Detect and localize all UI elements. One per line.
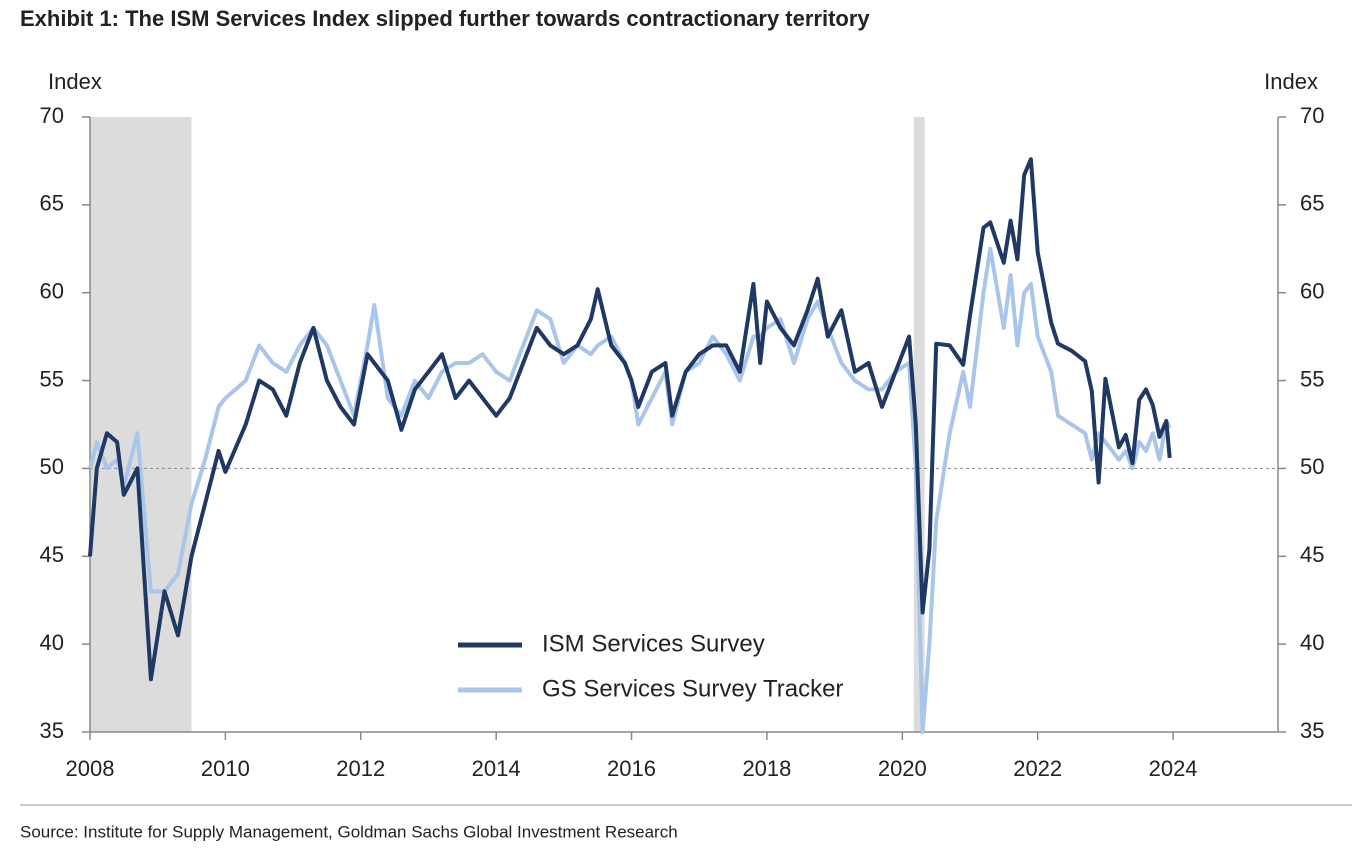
recession-shading bbox=[913, 117, 925, 732]
recession-shading bbox=[90, 117, 192, 732]
y2-axis-label: Index bbox=[1264, 69, 1318, 94]
y-tick-label: 60 bbox=[40, 279, 64, 304]
x-tick-label: 2020 bbox=[878, 756, 927, 781]
y2-tick-label: 70 bbox=[1300, 103, 1324, 128]
x-tick-label: 2016 bbox=[607, 756, 656, 781]
y-tick-label: 45 bbox=[40, 542, 64, 567]
y-tick-label: 70 bbox=[40, 103, 64, 128]
y-tick-label: 50 bbox=[40, 454, 64, 479]
y-tick-label: 55 bbox=[40, 366, 64, 391]
series-line bbox=[88, 246, 1172, 734]
y2-tick-label: 35 bbox=[1300, 718, 1324, 743]
y2-tick-label: 65 bbox=[1300, 191, 1324, 216]
y-axis-label: Index bbox=[48, 69, 102, 94]
y-tick-label: 35 bbox=[40, 718, 64, 743]
x-tick-label: 2008 bbox=[66, 756, 115, 781]
legend-label: ISM Services Survey bbox=[542, 630, 765, 657]
x-tick-label: 2024 bbox=[1149, 756, 1198, 781]
x-tick-label: 2014 bbox=[472, 756, 521, 781]
legend-label: GS Services Survey Tracker bbox=[542, 675, 843, 702]
y-tick-label: 65 bbox=[40, 191, 64, 216]
y2-tick-label: 40 bbox=[1300, 630, 1324, 655]
y2-tick-label: 60 bbox=[1300, 279, 1324, 304]
y2-tick-label: 50 bbox=[1300, 454, 1324, 479]
x-tick-label: 2012 bbox=[336, 756, 385, 781]
y2-tick-label: 45 bbox=[1300, 542, 1324, 567]
x-tick-label: 2018 bbox=[742, 756, 791, 781]
series-line bbox=[88, 157, 1172, 682]
source-note: Source: Institute for Supply Management,… bbox=[20, 822, 678, 841]
x-tick-label: 2022 bbox=[1013, 756, 1062, 781]
chart-title: Exhibit 1: The ISM Services Index slippe… bbox=[20, 6, 870, 31]
y2-tick-label: 55 bbox=[1300, 366, 1324, 391]
x-tick-label: 2010 bbox=[201, 756, 250, 781]
y-tick-label: 40 bbox=[40, 630, 64, 655]
